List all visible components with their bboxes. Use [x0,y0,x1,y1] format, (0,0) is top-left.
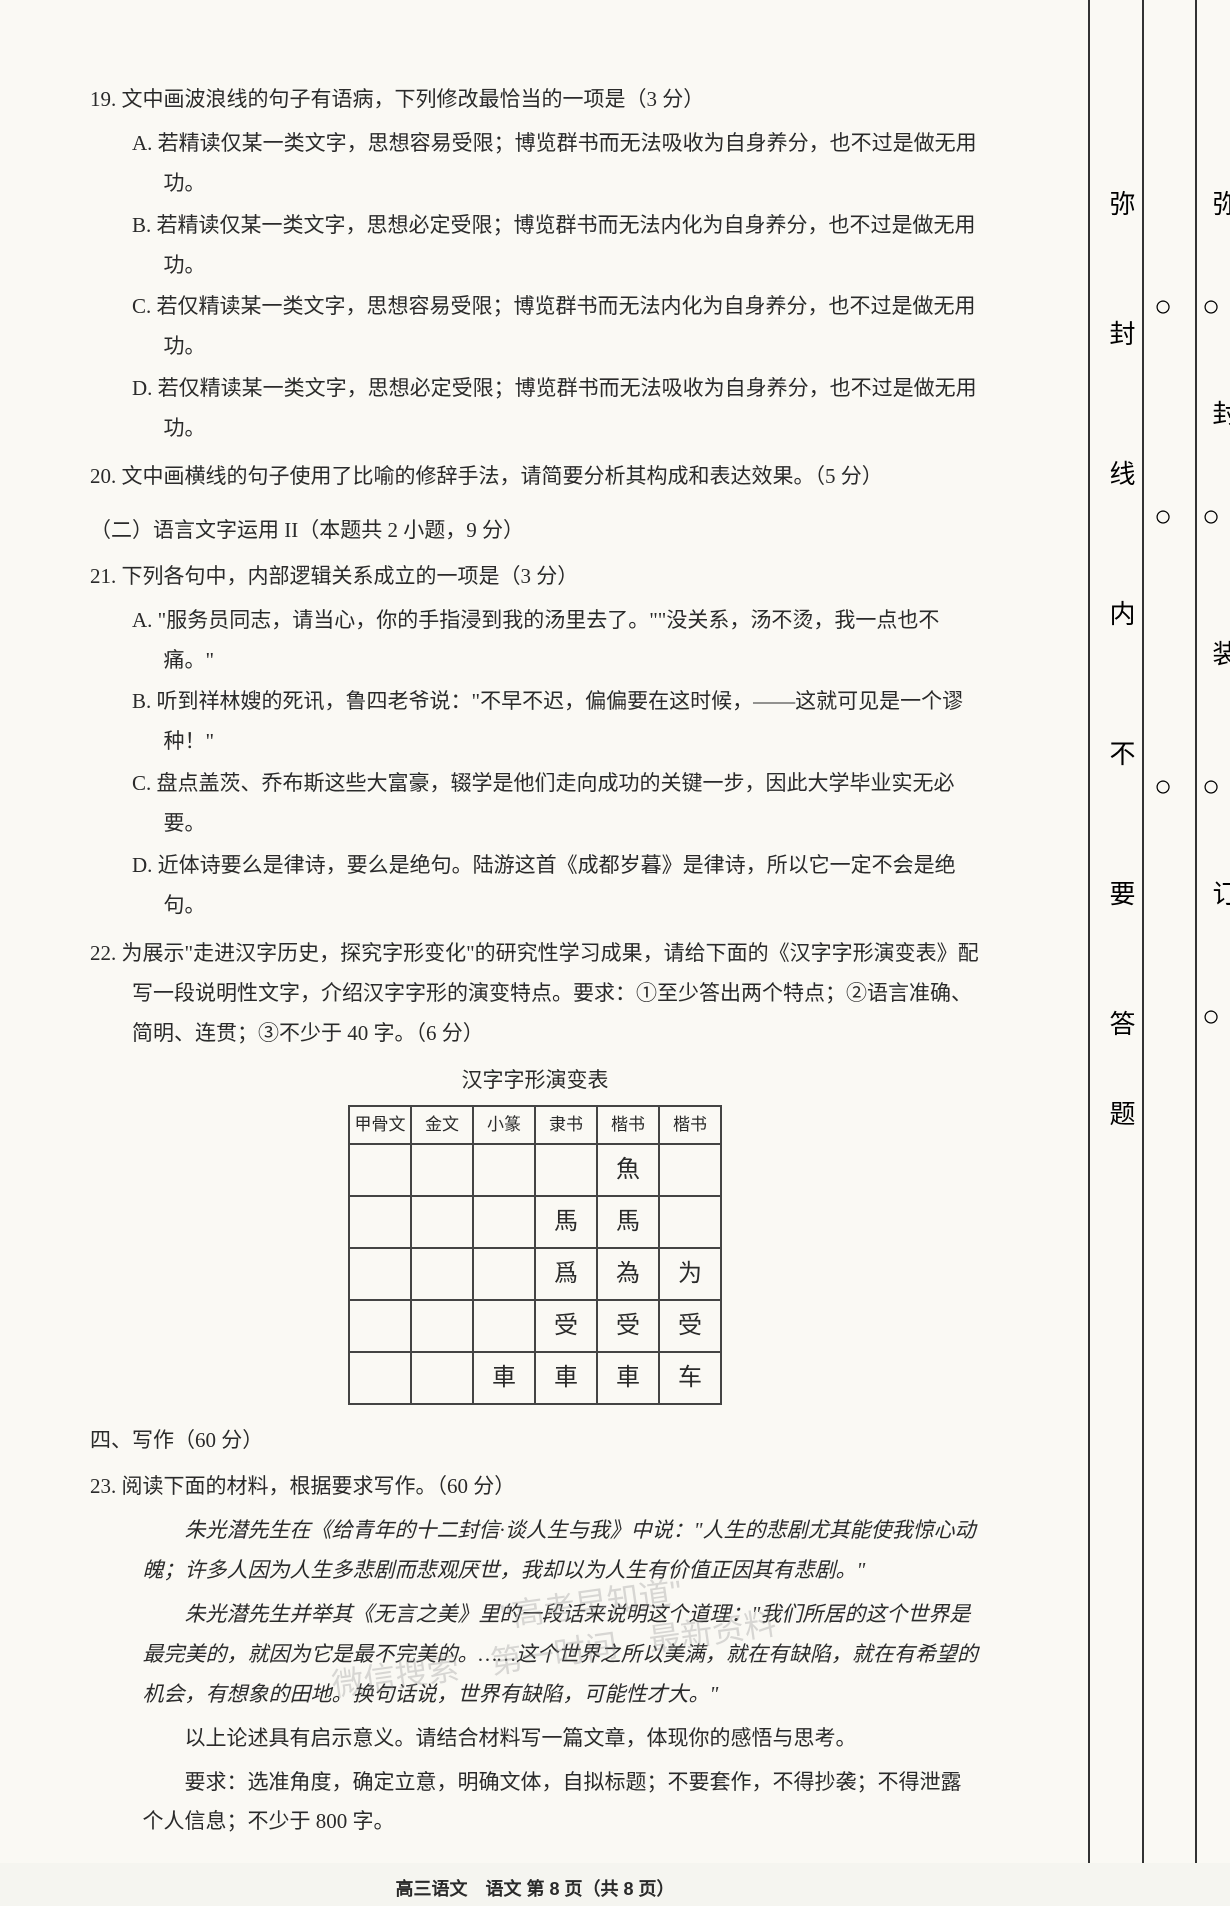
glyph-cell [659,1144,721,1196]
q23-para-1: 朱光潜先生在《给青年的十二封信·谈人生与我》中说："人生的悲剧尤其能使我惊心动魄… [90,1511,980,1591]
glyph-cell: 車 [473,1352,535,1404]
q19-option-b: B. 若精读仅某一类文字，思想必定受限；博览群书而无法内化为自身养分，也不过是做… [90,206,980,286]
table-row: 馬 馬 [349,1196,721,1248]
q21-option-c: C. 盘点盖茨、乔布斯这些大富豪，辍学是他们走向成功的关键一步，因此大学毕业实无… [90,764,980,844]
glyph-cell [411,1352,473,1404]
binding-margin: 弥 封 线 内 不 要 答 题 弥 ○ 封 ○ 装 ○ 订 ○ ○ ○ ○ [1080,0,1230,1863]
page-footer: 高三语文 语文 第 8 页（共 8 页） [90,1872,980,1906]
margin-char: 封 [1102,320,1139,346]
margin-circle: ○ [1154,770,1172,804]
q21-option-d: D. 近体诗要么是律诗，要么是绝句。陆游这首《成都岁暮》是律诗，所以它一定不会是… [90,846,980,926]
q23-para-3: 以上论述具有启示意义。请结合材料写一篇文章，体现你的感悟与思考。 [90,1719,980,1759]
char-evolution-table: 甲骨文 金文 小篆 隶书 楷书 楷书 魚 [348,1105,722,1405]
q19-option-c: C. 若仅精读某一类文字，思想容易受限；博览群书而无法内化为自身养分，也不过是做… [90,287,980,367]
glyph-cell [535,1144,597,1196]
header-cell: 楷书 [659,1106,721,1144]
glyph-cell: 爲 [535,1248,597,1300]
header-cell: 隶书 [535,1106,597,1144]
glyph-cell [349,1196,411,1248]
question-23: 23. 阅读下面的材料，根据要求写作。（60 分） 朱光潜先生在《给青年的十二封… [90,1467,980,1842]
margin-char: 线 [1102,460,1139,486]
glyph-cell [473,1144,535,1196]
glyph-cell [473,1248,535,1300]
glyph-cell: 馬 [535,1196,597,1248]
header-cell: 小篆 [473,1106,535,1144]
margin-char: 要 [1102,880,1139,906]
glyph-cell [349,1300,411,1352]
glyph-cell: 馬 [597,1196,659,1248]
glyph-cell [349,1144,411,1196]
margin-circle: ○ [1154,290,1172,324]
margin-circle: ○ [1154,500,1172,534]
glyph-cell [411,1196,473,1248]
glyph-cell [473,1196,535,1248]
glyph-cell: 为 [659,1248,721,1300]
glyph-cell: 受 [597,1300,659,1352]
q23-stem: 23. 阅读下面的材料，根据要求写作。（60 分） [90,1467,980,1507]
margin-char: 不 [1102,740,1139,766]
q21-stem: 21. 下列各句中，内部逻辑关系成立的一项是（3 分） [90,557,980,597]
margin-circle: ○ [1202,770,1220,804]
q23-para-2: 朱光潜先生并举其《无言之美》里的一段话来说明这个道理："我们所居的这个世界是最完… [90,1595,980,1715]
margin-line [1088,0,1090,1863]
glyph-cell [411,1144,473,1196]
glyph-cell [349,1352,411,1404]
margin-circle: ○ [1202,1000,1220,1034]
q20-stem: 20. 文中画横线的句子使用了比喻的修辞手法，请简要分析其构成和表达效果。（5 … [90,457,980,497]
table-row: 受 受 受 [349,1300,721,1352]
table-row: 爲 為 为 [349,1248,721,1300]
margin-char: 弥 [1205,190,1230,216]
q22-stem: 22. 为展示"走进汉字历史，探究字形变化"的研究性学习成果，请给下面的《汉字字… [90,934,980,1054]
margin-char: 弥 [1102,190,1139,216]
table-row: 車 車 車 车 [349,1352,721,1404]
margin-char: 题 [1102,1100,1139,1126]
margin-char: 内 [1102,600,1139,626]
question-20: 20. 文中画横线的句子使用了比喻的修辞手法，请简要分析其构成和表达效果。（5 … [90,457,980,497]
section-2-title: （二）语言文字运用 II（本题共 2 小题，9 分） [90,511,980,551]
q21-option-b: B. 听到祥林嫂的死讯，鲁四老爷说："不早不迟，偏偏要在这时候，——这就可见是一… [90,682,980,762]
q23-para-4: 要求：选准角度，确定立意，明确文体，自拟标题；不要套作，不得抄袭；不得泄露个人信… [90,1763,980,1843]
glyph-cell: 受 [535,1300,597,1352]
glyph-cell: 為 [597,1248,659,1300]
exam-page: 19. 文中画波浪线的句子有语病，下列修改最恰当的一项是（3 分） A. 若精读… [0,0,1230,1863]
glyph-cell: 車 [535,1352,597,1404]
char-table-title: 汉字字形演变表 [90,1061,980,1101]
table-row: 魚 [349,1144,721,1196]
margin-circle: ○ [1202,500,1220,534]
margin-line [1142,0,1144,1863]
section-4-title: 四、写作（60 分） [90,1421,980,1461]
q21-option-a: A. "服务员同志，请当心，你的手指浸到我的汤里去了。""没关系，汤不烫，我一点… [90,601,980,681]
question-22: 22. 为展示"走进汉字历史，探究字形变化"的研究性学习成果，请给下面的《汉字字… [90,934,980,1406]
margin-circle: ○ [1202,290,1220,324]
table-header-row: 甲骨文 金文 小篆 隶书 楷书 楷书 [349,1106,721,1144]
q19-stem: 19. 文中画波浪线的句子有语病，下列修改最恰当的一项是（3 分） [90,80,980,120]
question-19: 19. 文中画波浪线的句子有语病，下列修改最恰当的一项是（3 分） A. 若精读… [90,80,980,449]
header-cell: 金文 [411,1106,473,1144]
margin-char: 订 [1205,880,1230,906]
question-21: 21. 下列各句中，内部逻辑关系成立的一项是（3 分） A. "服务员同志，请当… [90,557,980,926]
margin-line [1195,0,1197,1863]
margin-char: 答 [1102,1010,1139,1036]
q19-option-d: D. 若仅精读某一类文字，思想必定受限；博览群书而无法吸收为自身养分，也不过是做… [90,369,980,449]
content-area: 19. 文中画波浪线的句子有语病，下列修改最恰当的一项是（3 分） A. 若精读… [90,80,980,1906]
glyph-cell [411,1300,473,1352]
glyph-cell: 车 [659,1352,721,1404]
glyph-cell [473,1300,535,1352]
glyph-cell [659,1196,721,1248]
glyph-cell [349,1248,411,1300]
glyph-cell: 魚 [597,1144,659,1196]
margin-char: 封 [1205,400,1230,426]
glyph-cell: 車 [597,1352,659,1404]
margin-char: 装 [1205,640,1230,666]
q19-option-a: A. 若精读仅某一类文字，思想容易受限；博览群书而无法吸收为自身养分，也不过是做… [90,124,980,204]
header-cell: 甲骨文 [349,1106,411,1144]
header-cell: 楷书 [597,1106,659,1144]
glyph-cell [411,1248,473,1300]
glyph-cell: 受 [659,1300,721,1352]
